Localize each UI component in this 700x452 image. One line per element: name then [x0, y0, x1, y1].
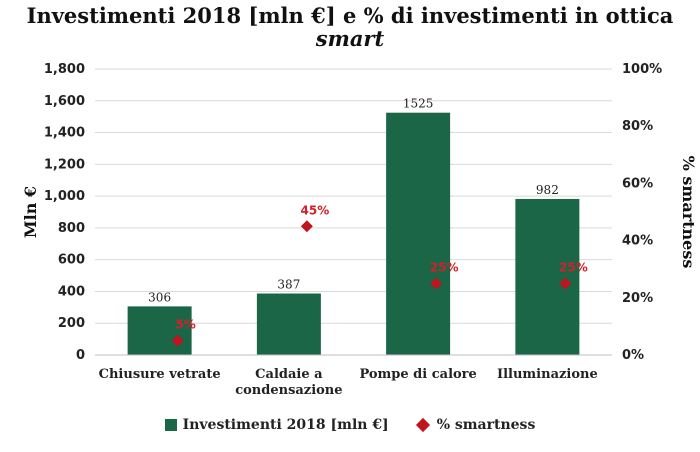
y-tick-label-left: 1,400 [44, 126, 85, 141]
y-tick-label-right: 100% [622, 62, 662, 77]
legend-label-smartness: % smartness [436, 417, 536, 433]
legend-swatch-bar [164, 419, 177, 431]
y-tick-label-left: 1,600 [44, 94, 85, 109]
y-tick-label-right: 0% [622, 348, 644, 363]
smartness-point [171, 334, 184, 347]
smartness-label: 45% [301, 203, 330, 217]
chart-legend: Investimenti 2018 [mln €] % smartness [0, 417, 700, 433]
y-tick-label-left: 1,800 [44, 62, 85, 77]
bar [515, 198, 580, 355]
y-tick-label-left: 0 [76, 348, 85, 363]
legend-swatch-diamond [415, 417, 430, 433]
bar-value-label: 1525 [403, 97, 434, 111]
x-category-label: Caldaie a [255, 367, 323, 382]
bar-value-label: 306 [148, 290, 171, 304]
legend-item-investimenti: Investimenti 2018 [mln €] [164, 417, 389, 433]
x-category-label: Chiusure vetrate [99, 367, 221, 382]
y-tick-label-left: 800 [58, 221, 85, 236]
y-tick-label-left: 600 [58, 253, 85, 268]
y-axis-label-left: Mln € [21, 186, 40, 238]
x-category-label: condensazione [235, 383, 342, 398]
smartness-label: 5% [175, 318, 195, 332]
smartness-point [300, 220, 313, 233]
smartness-point [430, 277, 443, 290]
y-tick-label-right: 80% [622, 119, 653, 134]
legend-item-smartness: % smartness [415, 417, 536, 433]
chart-title-italic: smart [315, 26, 385, 51]
y-tick-label-right: 40% [622, 234, 653, 249]
y-tick-label-left: 1,000 [44, 189, 85, 204]
y-axis-label-right: % smartness [679, 156, 698, 269]
y-tick-label-right: 20% [622, 291, 653, 306]
chart-title: Investimenti 2018 [mln €] e % di investi… [26, 3, 674, 28]
legend-label-investimenti: Investimenti 2018 [mln €] [182, 417, 389, 433]
bar-value-label: 387 [277, 278, 300, 292]
bar-value-label: 982 [536, 183, 559, 197]
smartness-point [559, 277, 572, 290]
y-tick-label-left: 400 [58, 284, 85, 299]
x-category-label: Illuminazione [497, 367, 598, 382]
y-tick-label-right: 60% [622, 176, 653, 191]
y-tick-label-left: 200 [58, 316, 85, 331]
bar [386, 112, 451, 355]
x-category-label: Pompe di calore [359, 367, 476, 382]
smartness-label: 25% [559, 261, 588, 275]
smartness-label: 25% [430, 261, 459, 275]
bar [256, 293, 321, 355]
bar [127, 306, 192, 355]
y-tick-label-left: 1,200 [44, 157, 85, 172]
